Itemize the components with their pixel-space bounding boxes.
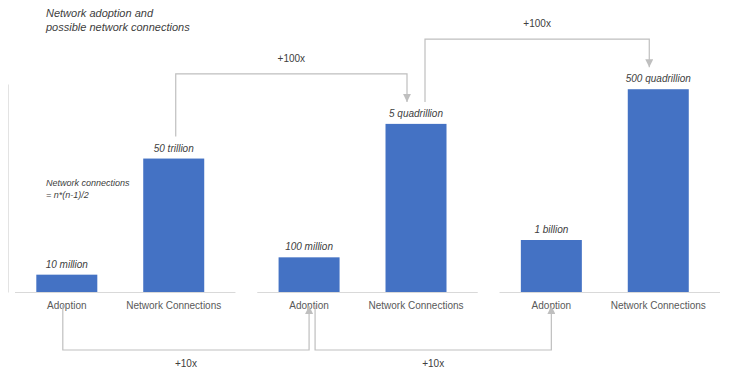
bar [279,257,340,292]
data-label: 10 million [46,259,89,270]
bar [143,159,204,292]
x-tick-label: Network Connections [126,300,221,311]
formula-line: = n*(n-1)/2 [46,190,89,200]
data-label: 5 quadrillion [389,108,443,119]
data-label: 100 million [285,241,333,252]
title-line: possible network connections [45,21,190,33]
data-label: 50 trillion [154,143,194,154]
y-axis-line [8,85,9,293]
data-label: 1 billion [534,224,568,235]
growth-label: +100x [523,18,551,29]
x-tick-label: Adoption [47,300,86,311]
growth-label: +10x [422,358,444,369]
x-tick-label: Network Connections [611,300,706,311]
data-labels: 10 million 50 trillion 100 million 5 quadri… [46,73,692,269]
growth-arrow [63,305,309,350]
formula-line: Network connections [46,178,130,188]
bars [36,89,688,292]
x-axis-line [257,292,477,293]
growth-arrow [315,305,551,350]
title-line: Network adoption and [46,7,154,19]
y-axis [8,85,9,293]
growth-arrow [176,74,407,137]
growth-label: +10x [175,358,197,369]
growth-label: +100x [278,53,306,64]
arrows: +10x +10x +100x +100x [63,18,649,369]
growth-arrow [425,39,649,102]
bar [521,240,582,292]
bar [386,124,447,292]
data-label: 500 quadrillion [626,73,691,84]
x-tick-label: Network Connections [368,300,463,311]
chart: AdoptionNetwork ConnectionsAdoptionNetwo… [0,0,733,377]
formula-note: Network connections = n*(n-1)/2 [46,178,130,200]
x-axis-line [15,292,235,293]
x-axis-line [500,292,720,293]
bar [36,275,97,292]
x-tick-labels: AdoptionNetwork ConnectionsAdoptionNetwo… [47,300,706,311]
title: Network adoption and possible network con… [45,7,190,33]
x-axis [15,292,720,293]
bar [628,89,689,292]
